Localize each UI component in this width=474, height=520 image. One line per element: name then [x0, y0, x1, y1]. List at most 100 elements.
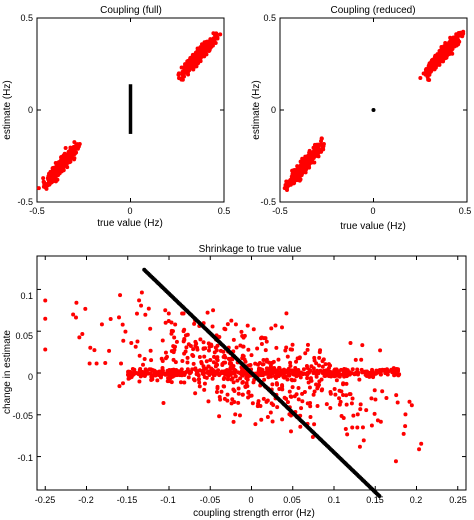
panel-coupling-reduced: Coupling (reduced) -0.5 0 0.5 -0.5 0 0.5…: [251, 5, 471, 232]
data-point: [350, 367, 355, 372]
data-point: [273, 323, 278, 328]
data-point: [401, 431, 406, 436]
data-point: [77, 142, 82, 147]
data-point: [61, 153, 66, 158]
zero-coupling-point: [371, 108, 376, 112]
data-point: [134, 311, 139, 316]
data-point: [292, 394, 297, 399]
data-point: [341, 381, 346, 386]
panel-title: Shrinkage to true value: [199, 244, 302, 255]
x-axis-label: coupling strength error (Hz): [193, 508, 315, 519]
data-point: [141, 362, 146, 367]
data-point: [305, 376, 310, 381]
data-point: [349, 401, 354, 406]
data-point: [88, 345, 93, 350]
data-point: [304, 363, 309, 368]
data-point: [120, 322, 125, 327]
data-point: [197, 354, 202, 359]
data-point: [191, 55, 196, 60]
data-point: [285, 377, 290, 382]
x-tick-label: 0.1: [328, 495, 341, 505]
data-point: [259, 341, 264, 346]
data-point: [396, 367, 401, 372]
data-point: [189, 59, 194, 64]
data-point: [272, 374, 277, 379]
data-point: [243, 371, 248, 376]
data-point: [312, 355, 317, 360]
data-point: [348, 340, 353, 345]
data-point: [52, 172, 57, 177]
data-point: [272, 365, 277, 370]
data-point: [291, 372, 296, 377]
data-point: [316, 369, 321, 374]
data-point: [94, 361, 99, 366]
data-point: [148, 348, 153, 353]
data-point: [73, 315, 78, 320]
data-point: [200, 50, 205, 55]
data-point: [241, 344, 246, 349]
data-point: [204, 375, 209, 380]
data-point: [345, 432, 350, 437]
data-point: [246, 347, 251, 352]
y-tick-label: 0.5: [263, 13, 276, 23]
data-point: [303, 154, 308, 159]
data-point: [263, 336, 268, 341]
data-point: [228, 358, 233, 363]
data-point: [384, 396, 389, 401]
data-point: [453, 35, 458, 40]
data-point: [53, 179, 58, 184]
data-point: [440, 57, 445, 62]
y-tick-label: 0: [28, 105, 33, 115]
tick-marks: [37, 256, 466, 490]
panel-shrinkage: Shrinkage to true value -0.25 -0.2 -0.15…: [2, 244, 467, 519]
data-point: [308, 157, 313, 162]
data-point: [160, 359, 165, 364]
data-point: [357, 444, 362, 449]
y-tick-label: -0.5: [17, 197, 33, 207]
data-point: [233, 412, 238, 417]
data-point: [337, 374, 342, 379]
data-point: [328, 389, 333, 394]
data-point: [148, 371, 153, 376]
data-point: [233, 374, 238, 379]
data-point: [454, 32, 459, 37]
y-axis-label: change in estimate: [2, 330, 13, 414]
data-point: [47, 175, 52, 180]
data-point: [199, 42, 204, 47]
data-point: [288, 360, 293, 365]
data-point: [217, 414, 222, 419]
data-point: [215, 384, 220, 389]
data-point: [343, 426, 348, 431]
data-point: [255, 346, 260, 351]
data-point: [199, 45, 204, 50]
data-point: [58, 166, 63, 171]
data-point: [249, 353, 254, 358]
data-point: [339, 389, 344, 394]
data-point: [322, 369, 327, 374]
data-point: [280, 325, 285, 330]
data-point: [423, 72, 428, 77]
data-point: [214, 32, 219, 37]
data-point: [360, 370, 365, 375]
data-point: [218, 348, 223, 353]
data-point: [251, 380, 256, 385]
data-point: [261, 358, 266, 363]
shrinkage-line-point: [377, 494, 382, 499]
data-point: [385, 368, 390, 373]
data-point: [41, 179, 46, 184]
data-point: [169, 328, 174, 333]
data-point: [355, 425, 360, 430]
data-point: [223, 327, 228, 332]
data-point: [312, 422, 317, 427]
data-point: [332, 387, 337, 392]
data-point: [202, 387, 207, 392]
data-point: [321, 143, 326, 148]
data-point: [310, 435, 315, 440]
data-point: [213, 364, 218, 369]
data-point: [385, 372, 390, 377]
data-point: [350, 425, 355, 430]
data-point: [258, 336, 263, 341]
data-point: [87, 361, 92, 366]
data-point: [378, 348, 383, 353]
